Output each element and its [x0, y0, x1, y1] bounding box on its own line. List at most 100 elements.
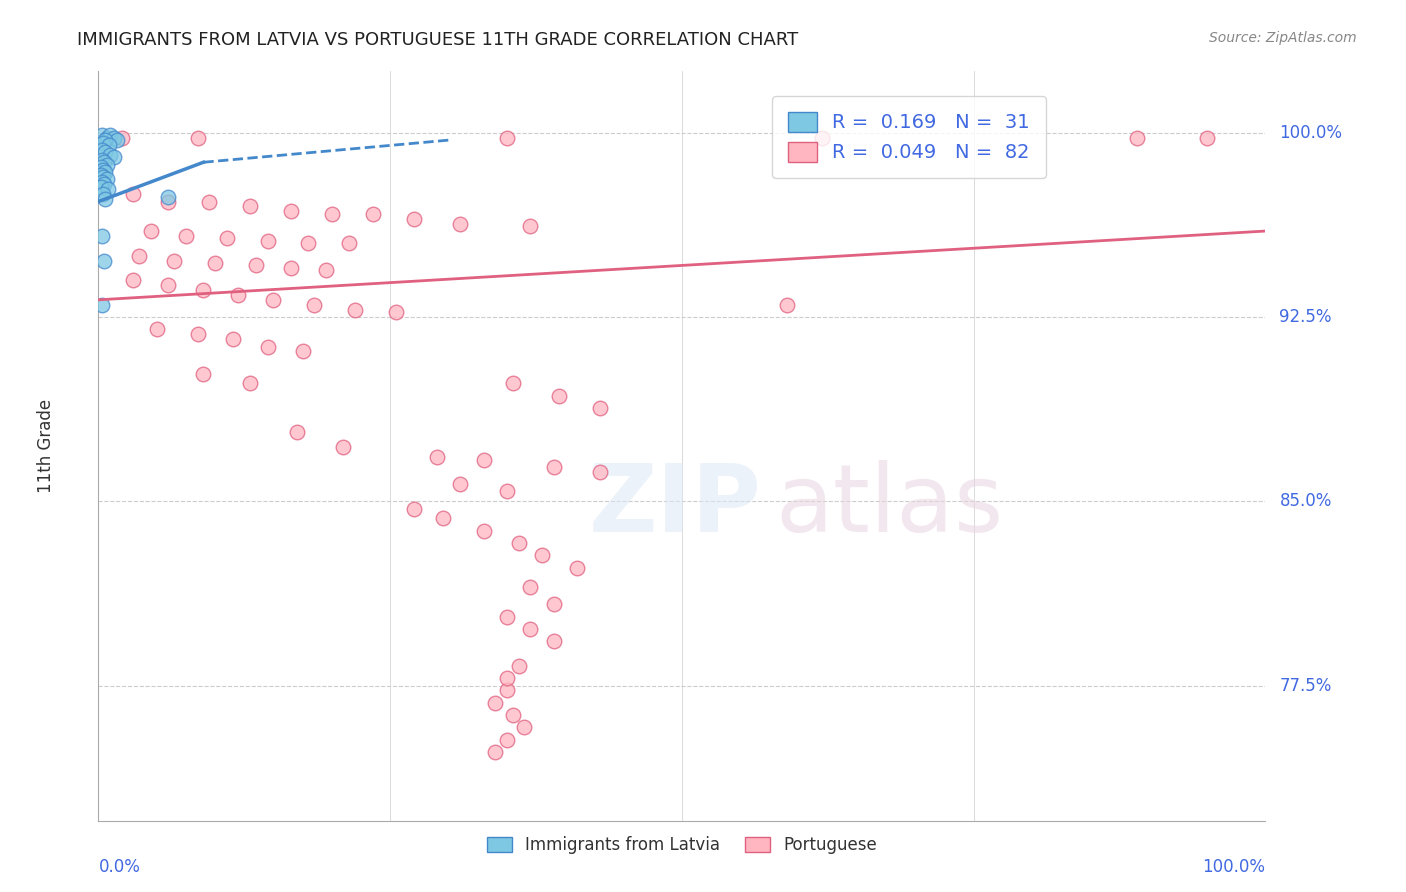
- Point: [321, 207, 343, 221]
- Point: [111, 130, 134, 145]
- Point: [90, 143, 112, 157]
- Text: 92.5%: 92.5%: [1279, 308, 1331, 326]
- Point: [90, 179, 112, 194]
- Point: [94, 165, 117, 179]
- Point: [90, 229, 112, 244]
- Point: [96, 172, 118, 186]
- Point: [187, 327, 209, 342]
- Point: [291, 344, 314, 359]
- Text: atlas: atlas: [775, 460, 1004, 552]
- Point: [1195, 130, 1218, 145]
- Point: [519, 580, 541, 594]
- Point: [361, 207, 384, 221]
- Point: [256, 234, 278, 248]
- Point: [548, 389, 571, 403]
- Point: [496, 732, 519, 747]
- Point: [280, 260, 302, 275]
- Point: [337, 236, 360, 251]
- Point: [297, 236, 319, 251]
- Point: [96, 130, 118, 145]
- Point: [146, 322, 169, 336]
- Point: [402, 211, 425, 226]
- Point: [97, 138, 120, 153]
- Point: [385, 305, 408, 319]
- Point: [402, 501, 425, 516]
- Point: [98, 128, 121, 143]
- Point: [103, 130, 125, 145]
- Point: [90, 175, 112, 189]
- Point: [122, 187, 145, 202]
- Point: [93, 178, 115, 192]
- Point: [496, 671, 519, 685]
- Point: [103, 150, 125, 164]
- Point: [198, 194, 221, 209]
- Text: Source: ZipAtlas.com: Source: ZipAtlas.com: [1209, 31, 1357, 45]
- Point: [157, 194, 180, 209]
- Point: [94, 192, 117, 206]
- Text: 85.0%: 85.0%: [1279, 492, 1331, 510]
- Point: [519, 622, 541, 636]
- Point: [193, 283, 215, 297]
- Text: 77.5%: 77.5%: [1279, 676, 1331, 695]
- Point: [96, 158, 118, 172]
- Point: [93, 253, 115, 268]
- Point: [157, 189, 180, 203]
- Point: [1126, 130, 1149, 145]
- Point: [472, 524, 495, 538]
- Point: [502, 708, 524, 723]
- Point: [90, 128, 112, 143]
- Point: [122, 273, 145, 287]
- Point: [221, 332, 243, 346]
- Point: [449, 217, 471, 231]
- Point: [519, 219, 541, 234]
- Text: 0.0%: 0.0%: [98, 858, 141, 876]
- Point: [496, 484, 519, 499]
- Point: [496, 130, 519, 145]
- Point: [543, 634, 565, 648]
- Point: [472, 452, 495, 467]
- Point: [496, 683, 519, 698]
- Point: [98, 148, 121, 162]
- Point: [484, 745, 506, 759]
- Point: [304, 298, 326, 312]
- Text: ZIP: ZIP: [589, 460, 762, 552]
- Point: [90, 153, 112, 167]
- Text: 100.0%: 100.0%: [1202, 858, 1265, 876]
- Point: [139, 224, 162, 238]
- Point: [449, 477, 471, 491]
- Point: [496, 609, 519, 624]
- Point: [589, 401, 612, 415]
- Point: [239, 199, 262, 213]
- Point: [484, 696, 506, 710]
- Point: [193, 367, 215, 381]
- Point: [285, 425, 308, 440]
- Point: [91, 136, 114, 150]
- Point: [94, 145, 117, 160]
- Point: [543, 459, 565, 474]
- Point: [90, 160, 112, 174]
- Legend: Immigrants from Latvia, Portuguese: Immigrants from Latvia, Portuguese: [479, 830, 884, 861]
- Point: [344, 302, 367, 317]
- Point: [157, 278, 180, 293]
- Point: [91, 169, 114, 184]
- Point: [508, 658, 530, 673]
- Point: [215, 231, 238, 245]
- Point: [228, 288, 250, 302]
- Point: [90, 168, 112, 182]
- Point: [530, 549, 553, 563]
- Point: [128, 249, 150, 263]
- Point: [543, 598, 565, 612]
- Point: [332, 440, 354, 454]
- Point: [262, 293, 284, 307]
- Point: [97, 182, 120, 196]
- Point: [245, 259, 267, 273]
- Text: IMMIGRANTS FROM LATVIA VS PORTUGUESE 11TH GRADE CORRELATION CHART: IMMIGRANTS FROM LATVIA VS PORTUGUESE 11T…: [77, 31, 799, 49]
- Point: [239, 376, 262, 391]
- Point: [91, 187, 114, 202]
- Point: [502, 376, 524, 391]
- Point: [204, 256, 226, 270]
- Point: [93, 155, 115, 169]
- Point: [163, 253, 186, 268]
- Point: [280, 204, 302, 219]
- Text: 11th Grade: 11th Grade: [37, 399, 55, 493]
